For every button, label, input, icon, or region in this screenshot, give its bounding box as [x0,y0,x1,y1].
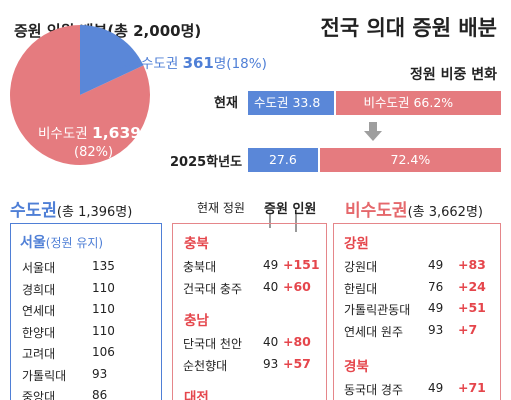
quota-increase: +60 [283,279,311,294]
gyeongbuk-heading: 경북 [344,359,369,375]
quota-increase: +51 [458,300,486,315]
bar-future-capital-label: 27.6 [268,152,297,167]
quota-increase: +7 [458,321,478,337]
pie-chart [10,25,151,165]
current-quota: 49 [263,258,279,272]
bar-future-noncapital-label: 72.4% [390,152,431,167]
quota-increase: +71 [458,380,486,395]
pie-leader-line [119,62,139,68]
pie-noncapital-pct: (82%) [74,145,114,160]
school-name: 가톨릭관동대 [344,303,411,317]
seoul-heading: 서울(정원 유지) [20,232,103,252]
capital-section-subtitle: (총 1,396명) [56,205,133,220]
current-quota: 76 [428,279,444,294]
school-name: 서울대 [22,261,56,275]
pie-noncapital-unit: 명 [141,126,154,142]
pie-capital-pct: (18%) [226,56,267,72]
pie-capital-unit: 명 [213,56,227,72]
gangwon-heading: 강원 [344,236,369,252]
school-name: 고려대 [22,347,56,361]
noncapital-section-title: 비수도권 [345,201,408,221]
current-quota: 110 [92,302,115,316]
current-quota: 135 [92,259,115,273]
pie-label-noncapital: 비수도권 1,639명 [38,122,153,142]
school-name: 순천향대 [183,359,228,373]
pie-noncapital-value: 1,639 [91,124,142,142]
current-quota: 110 [92,323,115,338]
current-quota-header: 현재 정원 [197,201,245,215]
pie-capital-value: 361 [182,54,214,72]
arrow-down-icon [364,122,382,141]
gangwon-box [333,223,501,400]
quota-increase: +24 [458,278,486,294]
school-name: 충북대 [183,260,217,274]
current-quota: 93 [263,357,279,371]
quota-increase: +80 [283,334,311,349]
current-quota: 93 [92,366,108,381]
bar-future-noncapital: 72.4% [319,148,501,172]
current-quota: 40 [263,335,279,349]
pie-capital-name: 수도권 [141,56,179,72]
bar-now-capital-label: 수도권 33.8 [254,95,321,110]
noncapital-section-subtitle: (총 3,662명) [407,205,483,220]
ratio-future-label: 2025학년도 [170,155,243,170]
school-name: 연세대 원주 [344,324,404,339]
current-quota: 110 [92,280,115,295]
quota-increase: +83 [458,257,486,272]
current-quota: 106 [92,345,115,359]
chungnam-heading: 충남 [184,313,209,329]
school-name: 강원대 [344,260,378,274]
bar-now-capital: 수도권 33.8 [248,91,334,115]
current-quota: 93 [428,322,444,337]
school-name: 동국대 경주 [344,383,404,397]
pie-slice-capital [80,25,144,95]
seoul-name: 서울 [20,235,46,251]
chungbuk-heading: 충북 [184,236,209,252]
noncapital-section-heading: 비수도권(총 3,662명) [345,196,483,221]
current-quota: 49 [428,301,444,315]
school-name: 한양대 [22,325,56,340]
ratio-title: 정원 비중 변화 [409,67,497,83]
quota-increase: +151 [283,257,320,272]
seoul-note: (정원 유지) [45,236,104,250]
ratio-now-label: 현재 [214,96,238,111]
school-name: 단국대 천안 [183,337,243,351]
bar-now-noncapital-label: 비수도권 66.2% [363,95,454,110]
chungcheong-box [172,223,327,400]
school-name: 건국대 충주 [183,282,243,296]
current-quota: 86 [92,388,108,400]
school-name: 한림대 [344,281,378,296]
school-name: 중앙대 [22,390,56,400]
pie-noncapital-name: 비수도권 [38,126,88,142]
school-name: 가톨릭대 [22,368,67,383]
bar-now-noncapital: 비수도권 66.2% [335,91,501,115]
daejeon-heading: 대전 [184,390,209,400]
capital-section-title: 수도권 [10,201,57,221]
school-name: 경희대 [22,282,56,297]
quota-increase: +57 [283,356,311,371]
bar-future-capital: 27.6 [248,148,318,172]
increase-header: 증원 인원 [264,202,317,217]
current-quota: 40 [263,280,279,294]
current-quota: 49 [428,258,444,272]
pie-label-capital: 수도권 361명(18%) [141,52,267,72]
seoul-box [10,223,162,400]
page-title: 전국 의대 증원 배분 [320,16,498,40]
current-quota: 49 [428,381,444,395]
capital-section-heading: 수도권(총 1,396명) [10,196,132,221]
school-name: 연세대 [22,304,56,318]
